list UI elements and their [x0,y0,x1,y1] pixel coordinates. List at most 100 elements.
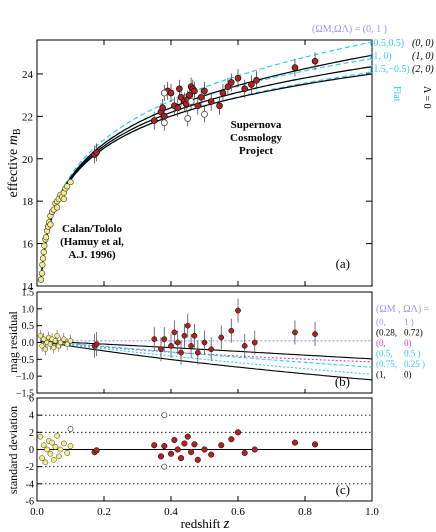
legend-b-row-right: 0.72) [404,328,423,338]
scp-residual-point [208,346,215,353]
calan-point [42,234,50,241]
legend-a-row-2-right: (1, 0) [412,51,434,62]
scp-residual-point [312,331,318,337]
calan-point [39,255,47,262]
excluded-point [160,119,168,127]
legend-a-lambda-label: Λ = 0 [421,86,432,109]
scp-residual-point [161,336,168,342]
scp-sigma-point [228,436,235,443]
panel-c-label: (c) [336,482,350,497]
y-tick-label-a: 22 [22,111,33,123]
scp-point [228,79,235,86]
scp-point [174,104,181,112]
y-tick-label-c: -2 [26,462,34,473]
scp-residual-point [184,322,191,329]
calan-residual-point [41,336,47,342]
scp-point [241,85,248,93]
scp-point [234,74,242,82]
y-tick-label-b: 1.0 [22,304,35,315]
scp-residual-point [241,343,248,349]
legend-b-rows: (0, 1 ) (0.28, 0.72) (0, 0) (0.5, 0.5 ) (0.75, 0.… [376,317,425,380]
scp-residual-point [292,329,298,336]
legend-b-row-left: (0.28, [376,328,397,338]
excluded-point [160,89,168,97]
y-axis-label-a-symbol: m [6,135,21,145]
y-tick-label-b: −1.0 [16,372,34,383]
scp-sigma-point [201,446,208,453]
legend-a-row-3-left: (1.5,−0.5) [370,64,410,75]
panel-a-y-ticks: 14 16 18 20 22 24 [22,40,373,293]
excluded-sigma-point [161,463,168,470]
calan-residual-point [51,344,57,351]
legend-a-flat-label: Flat [391,86,402,102]
scp-sigma-point [312,441,319,448]
y-tick-label-a: 20 [22,154,34,166]
legend-a-row-1-right: (0, 0) [412,38,434,49]
scp-sigma-point [188,449,195,456]
calan-residual-point [67,338,74,344]
x-tick-label: 0.0 [30,506,44,518]
legend-b-row-left: (0, [376,338,386,348]
scp-sigma-point [181,440,188,447]
scp-point [216,102,223,110]
calan-residual-point [39,343,45,349]
calan-sigma-point [40,442,47,449]
scp-residual-point [181,332,188,339]
scp-point [176,85,183,93]
scp-sigma-point [218,442,225,449]
y-axis-label-a-sub: B [12,128,23,135]
scp-sigma-point [178,455,185,462]
y-tick-label-b: 0.0 [22,338,35,349]
model-curve [40,41,373,278]
scp-point [219,89,227,97]
calan-point [47,221,54,228]
scp-line-1: Supernova [231,119,282,131]
calan-sigma-point [44,446,50,453]
scp-residual-point [188,343,194,349]
calan-point [64,183,71,190]
scp-point [248,81,255,88]
scp-point [207,98,215,105]
y-tick-label-c: -6 [26,497,34,508]
scp-sigma-point [157,453,164,460]
calan-sigma-point [57,446,64,453]
panel-b-label: (b) [335,374,350,389]
scp-sigma-point [151,442,158,449]
excluded-sigma-point [67,425,74,432]
panel-b-residuals: −1.5 −1.0 −0.5 0.0 0.5 1.0 1.5 (b) mag residua… [6,288,430,400]
y-tick-label-c: 4 [29,411,34,422]
excluded-sigma-point [161,412,168,419]
legend-b-row-left: (1, [376,370,386,380]
y-tick-label-b: −1.5 [16,389,34,400]
x-tick-label: 1.0 [365,506,379,518]
legend-b-row-right: 0.5 ) [404,349,421,359]
legend-a-row-3-right: (2, 0) [412,64,434,75]
calan-residual-point [52,338,59,344]
y-axis-label-a: effective mB [6,128,23,197]
calan-sigma-point [47,450,54,457]
y-tick-label-c: -4 [26,479,34,490]
legend-b-row-left: (0, [376,317,386,327]
calan-residual-point [47,341,54,347]
x-axis-label: redshift z [181,516,230,532]
calan-sigma-point [39,455,45,461]
scp-residual-point [218,334,225,341]
calan-residual-point [57,339,64,346]
scp-residual-point [178,349,184,356]
scp-residual-point [174,339,181,346]
calan-point [41,242,48,249]
calan-residual-point [64,341,70,347]
panel-b-legend: (ΩM , ΩΛ) = (0, 1 ) (0.28, 0.72) (0, 0) (0.5, 0… [376,304,430,380]
scp-sigma-point [251,446,258,453]
excluded-point [201,110,208,118]
scp-residual-point [93,341,100,348]
legend-b-row-left: (0.75, [376,359,397,369]
scp-sigma-point [171,437,178,444]
scp-residual-point [194,349,201,356]
panel-b-model-curves [40,340,373,381]
calan-residual-point [42,346,49,352]
legend-b-row-right: 1 ) [404,317,414,327]
scp-residual-point [201,339,208,346]
legend-b-header: (ΩM , ΩΛ) = [376,304,430,315]
